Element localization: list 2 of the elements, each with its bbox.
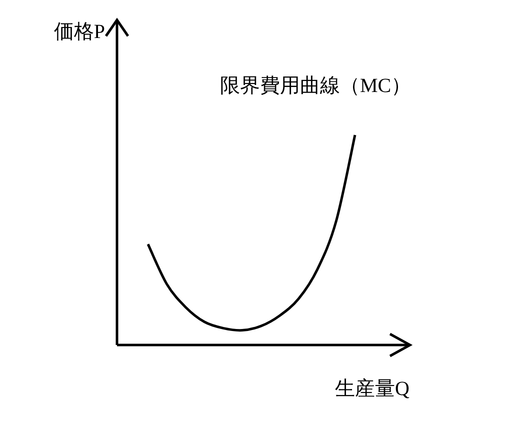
ylabel: 価格P [54, 21, 105, 43]
xlabel: 生産量Q [335, 378, 410, 400]
